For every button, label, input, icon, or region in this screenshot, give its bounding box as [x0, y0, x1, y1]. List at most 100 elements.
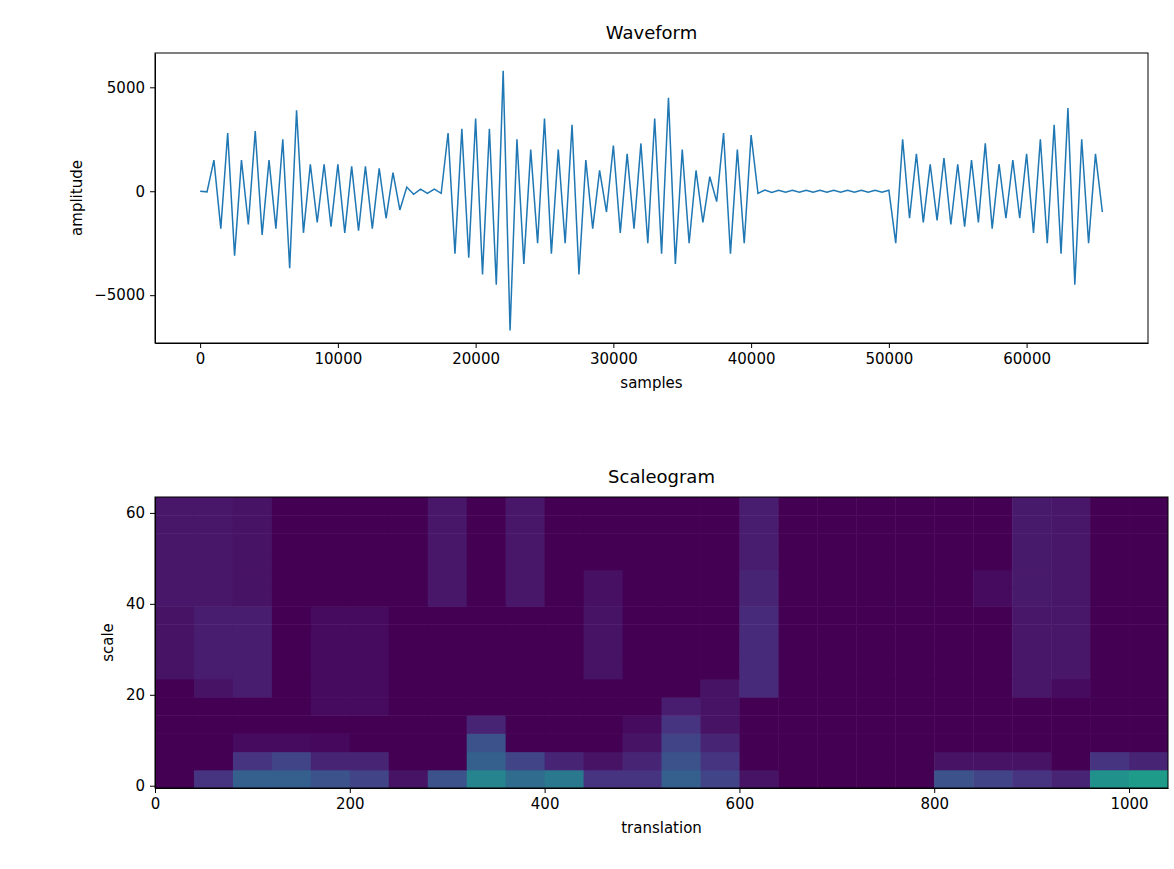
heatmap-cell	[934, 752, 973, 771]
heatmap-cell	[506, 697, 545, 716]
heatmap-cell	[506, 624, 545, 643]
x-axis-tick-label: 400	[531, 795, 560, 813]
heatmap-cell	[467, 661, 506, 680]
heatmap-cell	[973, 570, 1012, 589]
heatmap-cell	[389, 697, 428, 716]
heatmap-cell	[856, 570, 895, 589]
heatmap-cell	[739, 752, 778, 771]
heatmap-cell	[895, 679, 934, 698]
heatmap-cell	[272, 643, 311, 662]
heatmap-cell	[778, 733, 817, 752]
x-axis-tick-mark	[545, 788, 546, 793]
heatmap-cell	[272, 515, 311, 534]
heatmap-cell	[856, 497, 895, 516]
heatmap-cell	[700, 588, 739, 607]
heatmap-cell	[895, 533, 934, 552]
heatmap-cell	[194, 733, 233, 752]
x-axis-tick-label: 40000	[728, 350, 776, 368]
heatmap-cell	[1090, 606, 1129, 625]
heatmap-cell	[389, 588, 428, 607]
heatmap-cell	[311, 643, 350, 662]
heatmap-cell	[350, 533, 389, 552]
heatmap-cell	[311, 588, 350, 607]
heatmap-cell	[778, 679, 817, 698]
heatmap-cell	[700, 533, 739, 552]
heatmap-cell	[389, 624, 428, 643]
heatmap-cell	[623, 588, 662, 607]
heatmap-cell	[700, 733, 739, 752]
heatmap-cell	[973, 552, 1012, 571]
heatmap-cell	[778, 570, 817, 589]
plot-frame	[155, 497, 1168, 788]
heatmap-cell	[233, 661, 272, 680]
x-axis: 02004006008001000	[151, 788, 1169, 813]
heatmap-cell	[1090, 715, 1129, 734]
heatmap-cell	[739, 733, 778, 752]
heatmap-cell	[428, 570, 467, 589]
heatmap-cell	[623, 752, 662, 771]
heatmap-cell	[1012, 733, 1051, 752]
heatmap-cell	[194, 661, 233, 680]
heatmap-cell	[389, 570, 428, 589]
heatmap-cell	[662, 533, 701, 552]
heatmap-cell	[506, 752, 545, 771]
heatmap-cell	[194, 770, 233, 788]
heatmap-cell	[700, 515, 739, 534]
heatmap-cell	[895, 552, 934, 571]
heatmap-cell	[778, 661, 817, 680]
x-axis-tick: 0	[196, 343, 206, 368]
heatmap-cell	[428, 697, 467, 716]
heatmap-cell	[1129, 715, 1168, 734]
heatmap-cell	[1129, 606, 1168, 625]
heatmap-cell	[934, 624, 973, 643]
heatmap-cell	[1012, 770, 1051, 788]
heatmap-cell	[350, 643, 389, 662]
heatmap-cell	[817, 752, 856, 771]
heatmap-cell	[467, 752, 506, 771]
heatmap-cell	[778, 533, 817, 552]
heatmap-cell	[1090, 570, 1129, 589]
y-axis-tick: 40	[126, 595, 155, 613]
heatmap-cell	[700, 570, 739, 589]
x-axis-tick-mark	[476, 343, 477, 348]
heatmap-cell	[817, 497, 856, 516]
heatmap-cell	[506, 679, 545, 698]
heatmap-cell	[856, 533, 895, 552]
y-axis: −500005000	[94, 54, 155, 344]
heatmap-cell	[506, 497, 545, 516]
heatmap-cell	[700, 697, 739, 716]
heatmap-cell	[1012, 643, 1051, 662]
heatmap-cell	[895, 515, 934, 534]
heatmap-cell	[467, 515, 506, 534]
heatmap-cell	[1090, 497, 1129, 516]
heatmap-cell	[545, 715, 584, 734]
heatmap-cell	[662, 697, 701, 716]
heatmap-cell	[389, 533, 428, 552]
heatmap-cell	[545, 533, 584, 552]
heatmap-cell	[934, 661, 973, 680]
heatmap-cell	[194, 497, 233, 516]
heatmap-cell	[739, 770, 778, 788]
heatmap-cell	[311, 624, 350, 643]
heatmap-cell	[1129, 515, 1168, 534]
heatmap-cell	[662, 624, 701, 643]
heatmap-cell	[233, 643, 272, 662]
heatmap-cell	[739, 552, 778, 571]
heatmap-cell	[662, 515, 701, 534]
heatmap-cell	[662, 715, 701, 734]
x-axis-tick-mark	[1129, 788, 1130, 793]
heatmap-cell	[1129, 752, 1168, 771]
heatmap-cell	[350, 552, 389, 571]
heatmap-cell	[194, 552, 233, 571]
heatmap-cell	[194, 606, 233, 625]
x-axis-tick-mark	[751, 343, 752, 348]
heatmap-cell	[233, 533, 272, 552]
heatmap-cell	[1051, 679, 1090, 698]
heatmap-cell	[350, 624, 389, 643]
heatmap-cell	[1090, 733, 1129, 752]
heatmap-cell	[895, 661, 934, 680]
heatmap-cell	[584, 661, 623, 680]
heatmap-cell	[506, 552, 545, 571]
heatmap-cell	[934, 697, 973, 716]
heatmap-cell	[272, 715, 311, 734]
